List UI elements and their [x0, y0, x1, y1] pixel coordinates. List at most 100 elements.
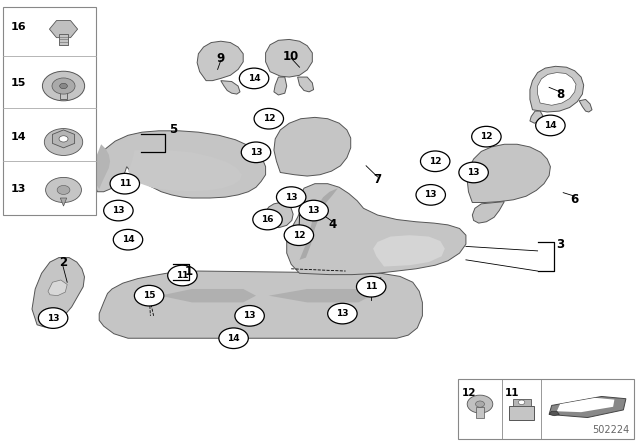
Text: 15: 15	[11, 78, 26, 88]
Circle shape	[38, 308, 68, 328]
Circle shape	[45, 177, 81, 202]
Polygon shape	[298, 77, 314, 92]
Text: 3: 3	[556, 237, 564, 251]
Polygon shape	[472, 202, 504, 223]
Circle shape	[299, 200, 328, 221]
Polygon shape	[266, 39, 312, 77]
Text: 13: 13	[11, 184, 26, 194]
Text: 502224: 502224	[593, 426, 630, 435]
Text: 2: 2	[59, 255, 67, 269]
Text: 13: 13	[112, 206, 125, 215]
Text: 16: 16	[261, 215, 274, 224]
Text: 13: 13	[467, 168, 480, 177]
Text: 16: 16	[11, 22, 26, 32]
Polygon shape	[530, 111, 543, 123]
Text: 5: 5	[169, 123, 177, 137]
Circle shape	[459, 162, 488, 183]
Text: 15: 15	[143, 291, 156, 300]
Circle shape	[518, 400, 525, 405]
Circle shape	[241, 142, 271, 163]
Text: 1: 1	[185, 264, 193, 278]
Text: 11: 11	[176, 271, 189, 280]
Polygon shape	[160, 289, 256, 302]
Circle shape	[472, 126, 501, 147]
Circle shape	[239, 68, 269, 89]
Text: 8: 8	[556, 87, 564, 101]
FancyBboxPatch shape	[59, 34, 68, 45]
Text: 13: 13	[47, 314, 60, 323]
Polygon shape	[538, 73, 576, 105]
Text: 4: 4	[329, 217, 337, 231]
Text: 12: 12	[429, 157, 442, 166]
Text: 14: 14	[544, 121, 557, 130]
Circle shape	[134, 285, 164, 306]
Polygon shape	[128, 150, 242, 191]
Circle shape	[60, 83, 67, 89]
Polygon shape	[549, 396, 626, 418]
Polygon shape	[300, 188, 338, 260]
Circle shape	[219, 328, 248, 349]
Text: 13: 13	[307, 206, 320, 215]
Circle shape	[113, 229, 143, 250]
Circle shape	[235, 306, 264, 326]
Text: 12: 12	[462, 388, 477, 397]
Polygon shape	[48, 280, 67, 296]
Circle shape	[356, 276, 386, 297]
Text: 13: 13	[285, 193, 298, 202]
Circle shape	[276, 187, 306, 207]
Circle shape	[57, 185, 70, 194]
Polygon shape	[95, 131, 266, 198]
Text: 11: 11	[365, 282, 378, 291]
Text: 14: 14	[227, 334, 240, 343]
Text: 13: 13	[243, 311, 256, 320]
Circle shape	[328, 303, 357, 324]
Polygon shape	[269, 289, 371, 302]
FancyBboxPatch shape	[3, 7, 96, 215]
Polygon shape	[579, 99, 592, 112]
Circle shape	[59, 136, 68, 142]
Text: 11: 11	[118, 179, 131, 188]
Text: 14: 14	[11, 132, 26, 142]
Text: 6: 6	[571, 193, 579, 206]
Circle shape	[104, 200, 133, 221]
Circle shape	[253, 209, 282, 230]
Text: 12: 12	[262, 114, 275, 123]
FancyBboxPatch shape	[476, 407, 484, 418]
Polygon shape	[557, 398, 614, 412]
Text: 13: 13	[336, 309, 349, 318]
FancyBboxPatch shape	[513, 399, 531, 406]
Text: 12: 12	[292, 231, 305, 240]
Text: 14: 14	[122, 235, 134, 244]
Circle shape	[254, 108, 284, 129]
Circle shape	[416, 185, 445, 205]
Polygon shape	[274, 117, 351, 176]
Polygon shape	[99, 271, 422, 338]
Polygon shape	[32, 258, 84, 327]
FancyBboxPatch shape	[509, 406, 534, 420]
Text: 13: 13	[424, 190, 437, 199]
Text: 11: 11	[504, 388, 519, 397]
Polygon shape	[467, 144, 550, 202]
Circle shape	[110, 173, 140, 194]
Polygon shape	[93, 144, 110, 189]
Text: 10: 10	[283, 49, 300, 63]
Polygon shape	[197, 41, 243, 81]
Polygon shape	[287, 184, 466, 275]
Polygon shape	[274, 77, 287, 95]
Circle shape	[467, 395, 493, 413]
Circle shape	[284, 225, 314, 246]
Text: 13: 13	[250, 148, 262, 157]
Text: 7: 7	[374, 172, 381, 186]
Text: 12: 12	[480, 132, 493, 141]
Polygon shape	[221, 81, 240, 94]
Circle shape	[420, 151, 450, 172]
Text: 14: 14	[248, 74, 260, 83]
Text: 9: 9	[217, 52, 225, 65]
Circle shape	[44, 129, 83, 155]
Circle shape	[52, 78, 75, 94]
FancyBboxPatch shape	[458, 379, 634, 439]
Circle shape	[476, 401, 484, 407]
Polygon shape	[373, 235, 445, 267]
Polygon shape	[549, 411, 559, 416]
FancyBboxPatch shape	[60, 90, 67, 99]
